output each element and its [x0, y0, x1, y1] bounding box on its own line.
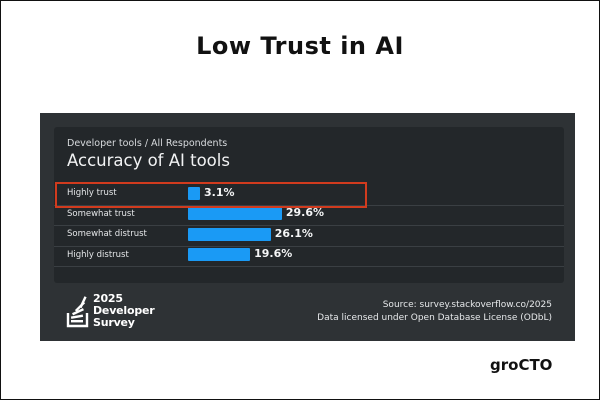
headline: Low Trust in AI — [196, 32, 404, 60]
value-label: 26.1% — [274, 226, 313, 240]
chart-title: Accuracy of AI tools — [67, 151, 230, 170]
license-line: Data licensed under Open Database Licens… — [317, 313, 552, 323]
category-label: Highly distrust — [67, 249, 129, 260]
logo-year: 2025 — [93, 292, 123, 305]
logo-developer: Developer — [93, 304, 155, 317]
brand-name: groCTO — [490, 356, 553, 374]
row-divider — [54, 225, 564, 226]
bar-somewhat-distrust — [188, 227, 271, 241]
row-divider — [54, 266, 564, 267]
category-label: Highly trust — [67, 188, 117, 198]
bar-highly-distrust — [188, 248, 251, 261]
bar-somewhat-trust — [188, 207, 282, 220]
category-label: Somewhat trust — [67, 208, 135, 219]
row-divider — [54, 245, 564, 247]
survey-logo: 2025 Developer Survey — [66, 293, 176, 329]
bar-highly-trust — [188, 186, 200, 200]
value-label: 29.6% — [285, 206, 324, 219]
source-line: Source: survey.stackoverflow.co/2025 — [382, 300, 552, 310]
highlight-box — [55, 182, 367, 208]
stack-overflow-icon — [66, 296, 89, 328]
value-label: 19.6% — [254, 247, 293, 260]
value-label: 3.1% — [204, 185, 235, 199]
row-divider — [54, 204, 564, 206]
breadcrumb: Developer tools / All Respondents — [67, 138, 228, 149]
category-label: Somewhat distrust — [67, 229, 147, 239]
logo-survey: Survey — [93, 316, 135, 329]
